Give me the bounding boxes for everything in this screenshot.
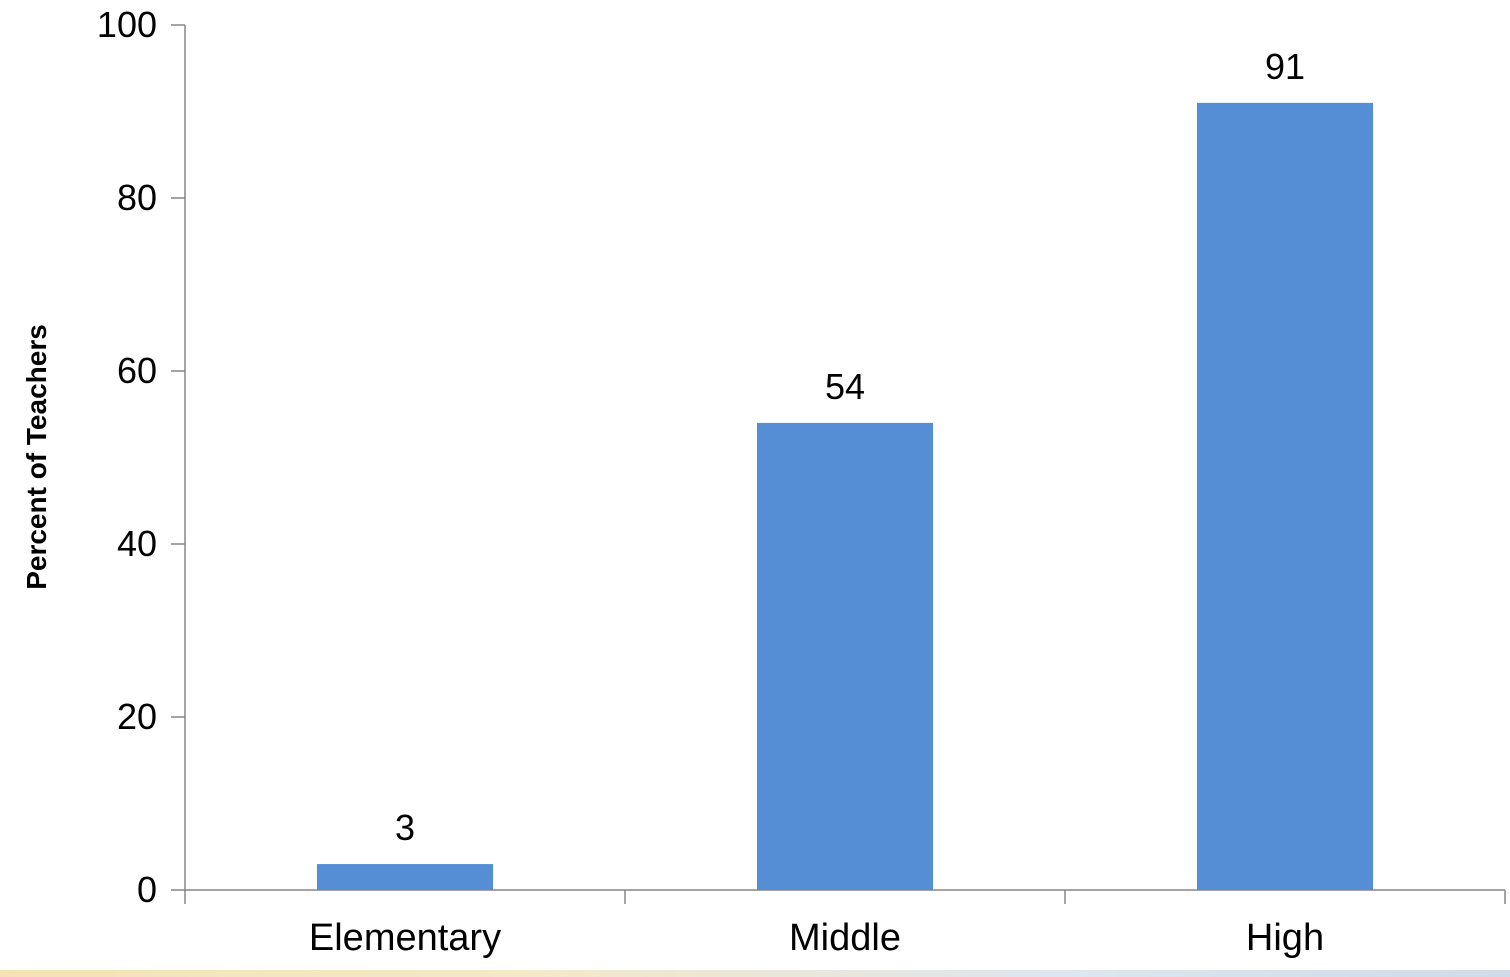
- x-axis-ticks: Elementary Middle High: [184, 890, 1506, 959]
- y-tick-label: 0: [137, 869, 157, 910]
- bottom-decorative-stripe: [0, 970, 1510, 977]
- data-label: 54: [825, 366, 865, 407]
- y-tick-label: 40: [117, 523, 157, 564]
- y-tick-label: 20: [117, 696, 157, 737]
- y-axis-title: Percent of Teachers: [21, 324, 52, 590]
- x-category-label: Elementary: [309, 917, 501, 959]
- y-tick-label: 100: [97, 4, 157, 45]
- bars-group: [317, 102, 1373, 891]
- y-axis-ticks: 0 20 40 60 80 100: [97, 4, 185, 910]
- data-label: 3: [395, 807, 415, 848]
- y-tick-label: 60: [117, 350, 157, 391]
- data-labels-group: 3 54 91: [395, 46, 1305, 848]
- x-category-label: High: [1246, 917, 1324, 959]
- data-label: 91: [1265, 46, 1305, 87]
- bar-elementary: [317, 864, 493, 890]
- bar-high: [1197, 102, 1373, 891]
- x-category-label: Middle: [789, 917, 901, 959]
- bar-middle: [757, 422, 933, 890]
- y-tick-label: 80: [117, 177, 157, 218]
- axes-group: [184, 25, 1505, 891]
